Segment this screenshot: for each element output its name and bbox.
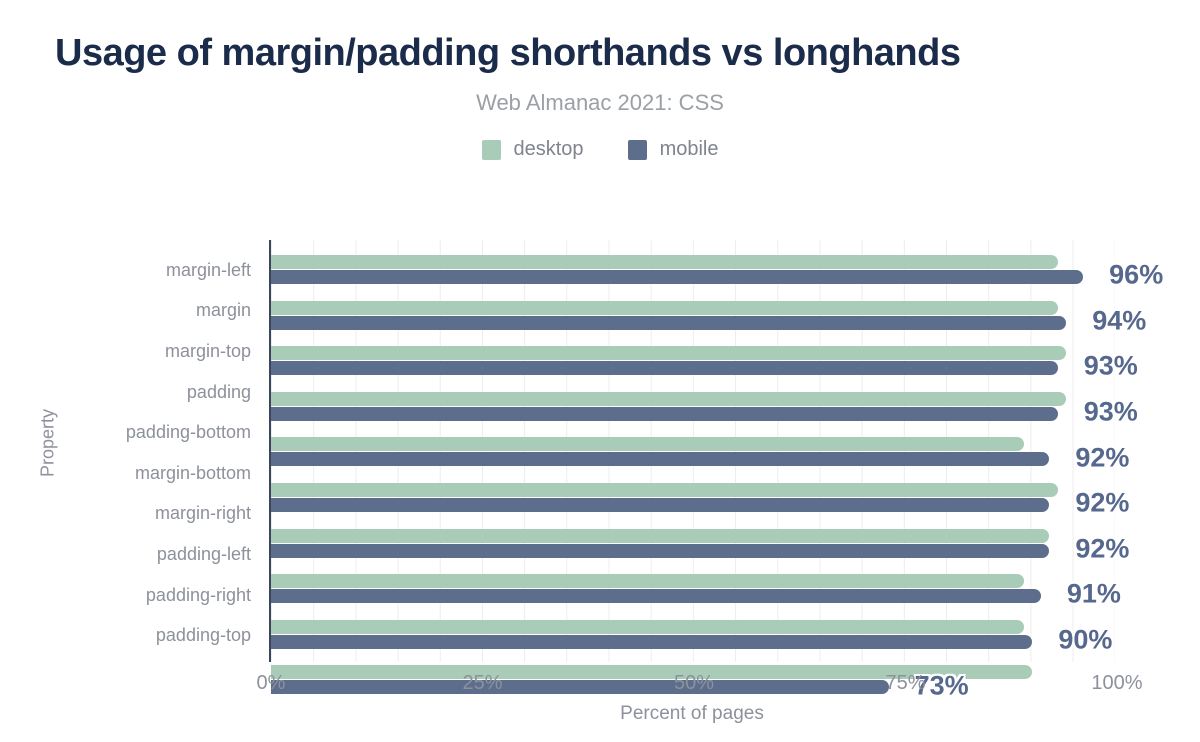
legend-label: desktop [513, 138, 584, 160]
bar-mobile [271, 634, 1033, 649]
bar-desktop [271, 255, 1058, 269]
bar-mobile [271, 315, 1067, 330]
category-label: margin-right [154, 503, 251, 524]
legend: desktop mobile [0, 138, 1200, 161]
y-axis-labels: margin-left margin margin-top padding paddin… [0, 250, 260, 656]
value-label: 92% [1075, 487, 1130, 518]
category-label: padding-left [156, 543, 251, 564]
bar-desktop [271, 391, 1067, 406]
bar-desktop [271, 619, 1024, 634]
value-label: 93% [1083, 350, 1138, 381]
bar-row: 94% [271, 300, 1146, 342]
chart-subtitle: Web Almanac 2021: CSS [476, 90, 724, 115]
value-label: 73% [914, 670, 969, 701]
bar-row: 93% [271, 391, 1138, 433]
bar-row: 90% [271, 619, 1117, 661]
legend-item-mobile: mobile [627, 138, 719, 161]
category-label: padding-bottom [125, 422, 251, 443]
bar-mobile [271, 406, 1058, 421]
legend-label: mobile [659, 138, 719, 160]
category-label: margin [195, 300, 251, 321]
value-label: 93% [1083, 396, 1138, 427]
bar-mobile [271, 497, 1050, 512]
bar-mobile [271, 589, 1041, 604]
bar-desktop [271, 482, 1058, 497]
x-axis-title: Percent of pages [620, 703, 764, 724]
value-label: 91% [1066, 578, 1121, 609]
legend-item-desktop: desktop [481, 138, 584, 161]
legend-swatch-icon [481, 139, 501, 160]
x-tick-label: 0% [256, 672, 286, 694]
value-label: 92% [1075, 533, 1130, 564]
bar-mobile [271, 543, 1050, 558]
x-tick-label: 100% [1091, 672, 1143, 694]
bar-rows: 96% 94% 93% 93% 92% 92% 92% 91% 90% 73% [271, 250, 1163, 700]
bar-row: 73% [271, 665, 1117, 706]
value-label: 96% [1109, 259, 1164, 290]
bar-mobile [271, 680, 889, 695]
value-label: 92% [1075, 442, 1130, 473]
bar-mobile [271, 270, 1084, 284]
bar-row: 96% [271, 255, 1163, 296]
category-label: margin-bottom [134, 462, 251, 483]
plot-area: 96% 94% 93% 93% 92% 92% 92% 91% 90% 73% [269, 240, 1163, 700]
value-label: 90% [1058, 624, 1113, 655]
bar-row: 92% [271, 437, 1129, 478]
x-tick-label: 75% [885, 672, 926, 694]
category-label: margin-top [164, 340, 251, 361]
category-label: padding-right [145, 584, 251, 605]
bar-row: 92% [271, 528, 1129, 570]
bar-desktop [271, 574, 1024, 589]
bar-desktop [271, 528, 1050, 543]
chart-title: Usage of margin/padding shorthands vs lo… [55, 32, 961, 74]
bar-row: 93% [271, 346, 1138, 387]
category-label: margin-left [165, 259, 251, 280]
x-tick-label: 50% [673, 672, 715, 694]
x-axis-ticks: 0% 25% 50% 75% 100% [257, 672, 1143, 698]
value-label: 94% [1092, 305, 1147, 336]
x-tick-label: 25% [462, 672, 503, 694]
bar-desktop [271, 300, 1058, 315]
bar-row: 92% [271, 482, 1129, 524]
bar-desktop [271, 346, 1067, 361]
bar-mobile [271, 361, 1058, 376]
category-label: padding [186, 381, 251, 402]
legend-swatch-icon [627, 139, 647, 160]
bar-desktop [271, 665, 1033, 680]
bar-desktop [271, 437, 1024, 452]
bar-mobile [271, 452, 1050, 467]
bar-row: 91% [271, 574, 1121, 615]
category-label: padding-top [155, 625, 251, 646]
